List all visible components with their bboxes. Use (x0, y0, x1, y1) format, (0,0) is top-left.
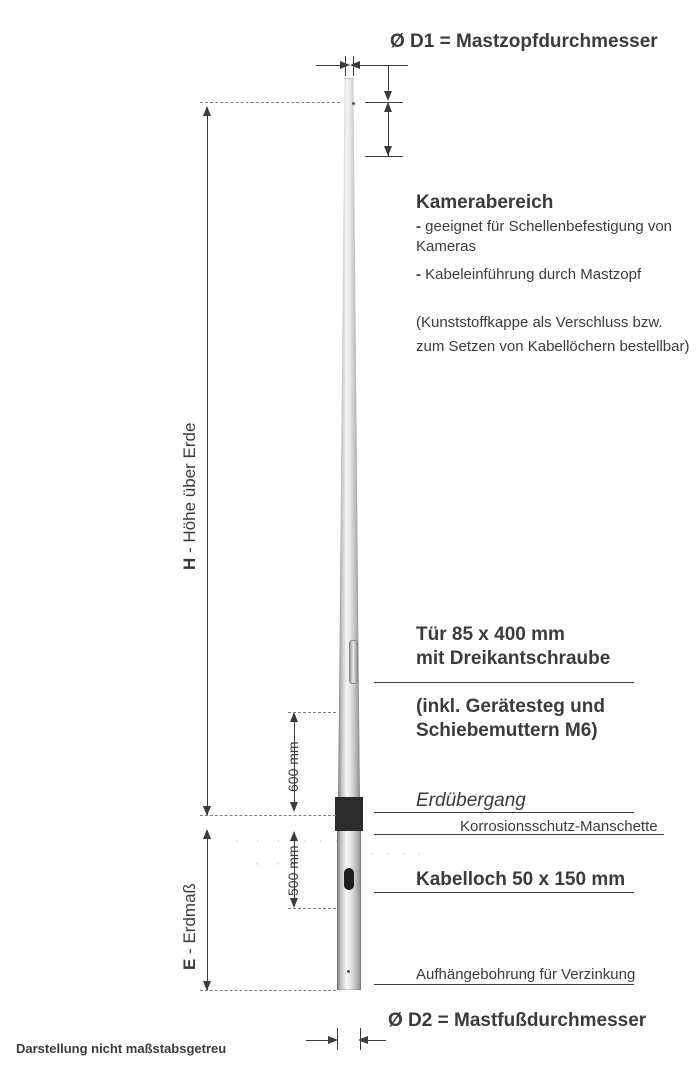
pole-upper (338, 78, 360, 815)
kam-arrow-up (384, 102, 392, 112)
door-sub1: (inkl. Gerätesteg und (416, 694, 605, 720)
kabel-leader (374, 892, 634, 893)
e-arrow-up (203, 829, 211, 839)
d1-dim-right (358, 65, 408, 66)
h-top-dash (200, 102, 340, 103)
door-line2: mit Dreikantschraube (416, 646, 610, 672)
kam-arrow-down (384, 146, 392, 156)
d1-tick-l (345, 56, 346, 76)
d2-tick-r (360, 1028, 361, 1050)
cable-hole (344, 868, 354, 890)
d600-down (290, 802, 298, 812)
h-label-text: Höhe über Erde (180, 423, 199, 543)
erduebergang-label: Erdübergang (416, 788, 526, 814)
door-sub2: Schiebemuttern M6) (416, 718, 598, 744)
d2-dim-right (366, 1040, 386, 1041)
d1-drop-arrow (384, 91, 392, 101)
h-arrow-up (203, 106, 211, 116)
d500-down (290, 898, 298, 908)
d500-bot (288, 908, 336, 909)
ground-collar (335, 797, 363, 831)
access-door (349, 640, 358, 684)
d500-up (290, 831, 298, 841)
door-underline (374, 682, 634, 683)
e-line (207, 831, 208, 990)
kamera-b2: - Kabeleinführung durch Mastzopf (416, 265, 676, 285)
kabelloch-label: Kabelloch 50 x 150 mm (416, 867, 625, 893)
d1-tick-r (353, 56, 354, 76)
korr-leader (374, 834, 664, 835)
d2-tick-l (337, 1028, 338, 1050)
aufhaeng-label: Aufhängebohrung für Verzinkung (416, 965, 635, 985)
door-line1: Tür 85 x 400 mm (416, 622, 565, 648)
h-line (207, 108, 208, 815)
d600-up (290, 712, 298, 722)
d1-label: Ø D1 = Mastzopfdurchmesser (390, 29, 658, 55)
zinc-hole (347, 970, 350, 973)
pole-lower (337, 815, 361, 990)
d2-dim-left (306, 1040, 330, 1041)
kamera-note1: (Kunststoffkappe als Verschluss bzw. (416, 313, 663, 333)
d2-label: Ø D2 = Mastfußdurchmesser (388, 1008, 646, 1034)
aufh-leader (374, 984, 634, 985)
d1-arrow-left (350, 61, 360, 69)
ground-dash (200, 815, 336, 816)
footer-note: Darstellung nicht maßstabsgetreu (16, 1040, 226, 1058)
soil-texture-2: · · · · (370, 848, 423, 860)
e-label-text: Erdmaß (180, 883, 199, 943)
d1-dim-left (316, 65, 342, 66)
e-bot-dash (200, 990, 336, 991)
kamera-heading: Kamerabereich (416, 190, 553, 216)
h-label: H - Höhe über Erde (180, 423, 200, 570)
d500-label: 500 mm (285, 845, 301, 896)
pole-top-dot (352, 102, 355, 105)
kamera-note2: zum Setzen von Kabellöchern bestellbar) (416, 337, 690, 357)
kam-bot-leader (365, 156, 403, 157)
kamera-b1: - geeignet für Schellenbefestigung von K… (416, 217, 676, 258)
d600-label: 600 mm (285, 741, 301, 792)
kamera-b2-text: Kabeleinführung durch Mastzopf (425, 266, 641, 283)
d1-drop (388, 65, 389, 93)
kamera-b1-text: geeignet für Schellenbefestigung von Kam… (416, 218, 672, 255)
erd-leader (374, 812, 634, 813)
e-label: E - Erdmaß (180, 883, 200, 970)
